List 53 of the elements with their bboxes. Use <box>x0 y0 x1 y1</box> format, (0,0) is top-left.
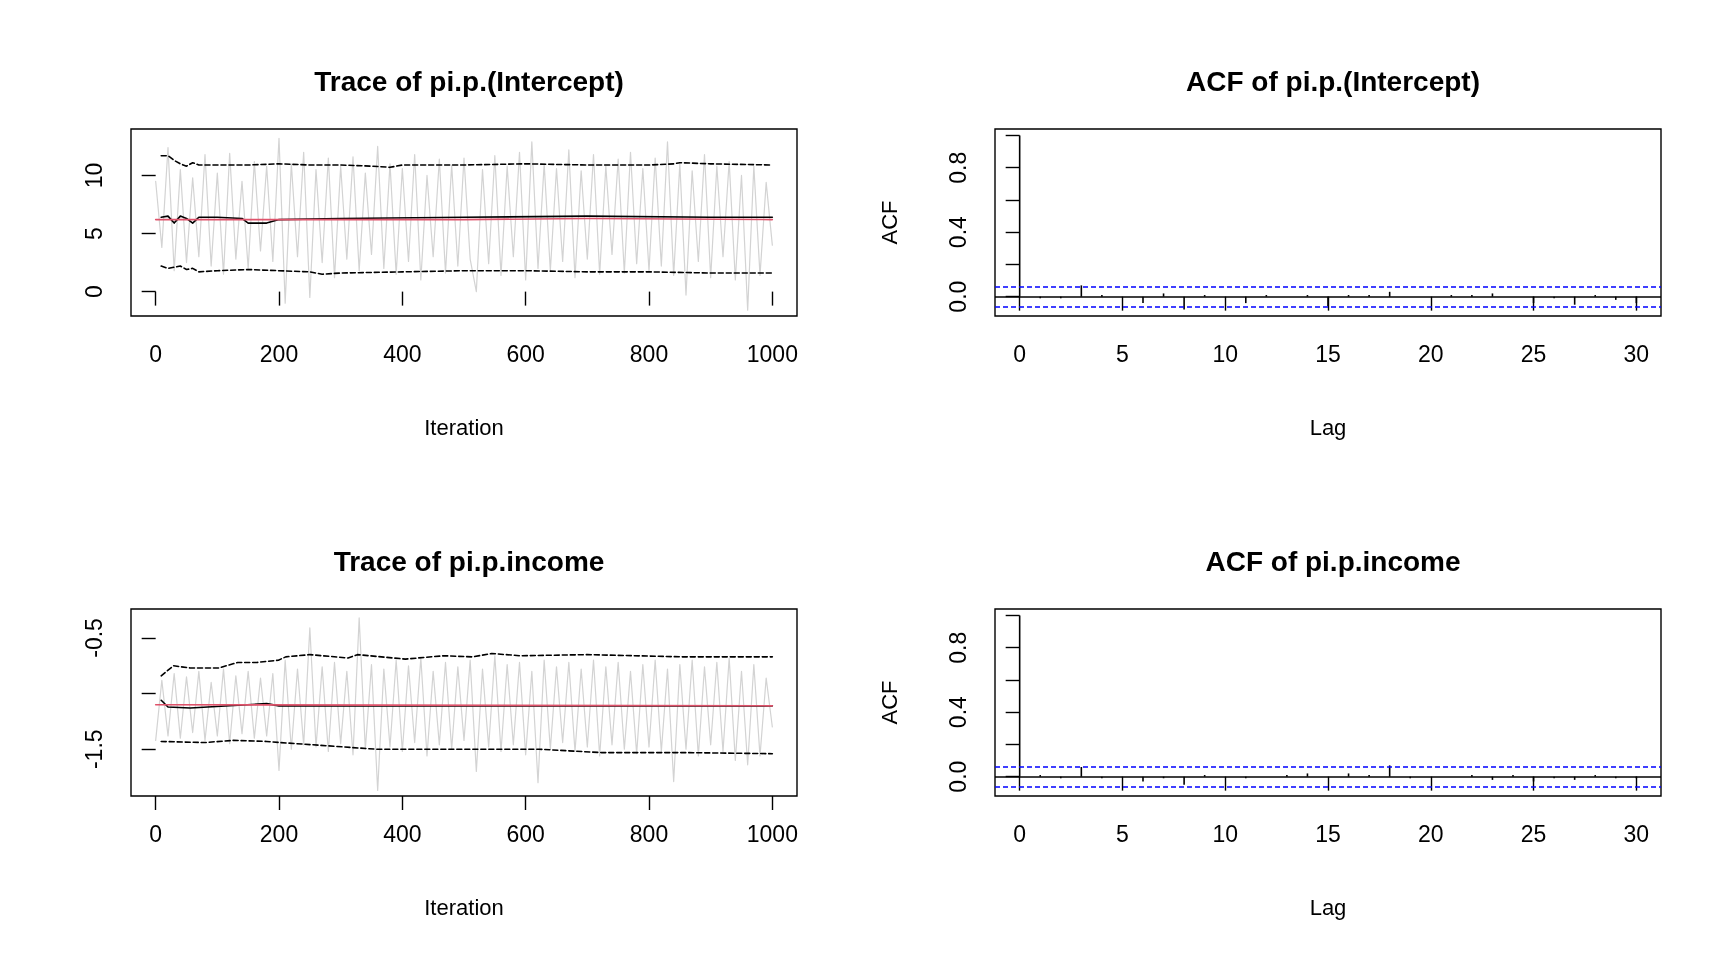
y-tick-label: 10 <box>80 162 107 189</box>
y-tick-label: 5 <box>80 227 107 240</box>
x-tick-label: 25 <box>1520 340 1547 367</box>
x-axis-title: Iteration <box>424 894 504 920</box>
y-tick-label: 0.4 <box>944 695 971 729</box>
y-tick-label: -1.5 <box>80 729 107 770</box>
x-tick-label: 10 <box>1212 340 1239 367</box>
line-series <box>160 652 774 677</box>
x-tick-label: 30 <box>1623 820 1650 847</box>
x-tick-label: 200 <box>259 340 299 367</box>
x-tick-label: 15 <box>1315 340 1341 367</box>
line-series <box>155 617 773 792</box>
x-axis-title: Iteration <box>424 414 504 440</box>
y-tick-label: 0 <box>80 285 107 299</box>
x-tick-label: 800 <box>629 820 669 847</box>
x-tick-label: 20 <box>1417 340 1444 367</box>
x-tick-label: 0 <box>149 820 163 847</box>
y-tick-label: 0.0 <box>944 760 971 793</box>
line-series <box>155 137 773 311</box>
line-series <box>160 265 774 275</box>
x-tick-label: 1000 <box>746 820 798 847</box>
y-tick-label: -0.5 <box>80 618 107 658</box>
y-tick-label: 0.8 <box>944 631 971 664</box>
line-series <box>160 215 774 224</box>
x-tick-label: 5 <box>1116 820 1129 847</box>
x-axis-title: Lag <box>1309 414 1347 440</box>
chart-title: ACF of pi.p.(Intercept) <box>1186 65 1480 97</box>
x-tick-label: 200 <box>259 820 299 847</box>
x-tick-label: 600 <box>506 820 545 847</box>
x-tick-label: 0 <box>1013 340 1027 367</box>
chart-title: Trace of pi.p.(Intercept) <box>314 65 624 97</box>
x-tick-label: 400 <box>383 820 422 847</box>
x-tick-label: 25 <box>1520 820 1547 847</box>
x-tick-label: 1000 <box>746 340 798 367</box>
x-tick-label: 0 <box>1013 820 1027 847</box>
chart-title: Trace of pi.p.income <box>333 545 605 577</box>
x-axis-title: Lag <box>1309 894 1347 920</box>
x-tick-label: 5 <box>1116 340 1129 367</box>
x-tick-label: 400 <box>383 340 422 367</box>
x-tick-label: 30 <box>1623 340 1650 367</box>
y-axis-title: ACF <box>876 680 902 725</box>
line-series <box>160 739 774 755</box>
y-tick-label: 0.8 <box>944 151 971 184</box>
y-axis-title: ACF <box>876 200 902 245</box>
x-tick-label: 800 <box>629 340 669 367</box>
x-tick-label: 20 <box>1417 820 1444 847</box>
x-tick-label: 15 <box>1315 820 1341 847</box>
x-tick-label: 10 <box>1212 820 1239 847</box>
y-tick-label: 0.4 <box>944 215 971 249</box>
x-tick-label: 600 <box>506 340 545 367</box>
x-tick-label: 0 <box>149 340 163 367</box>
y-tick-label: 0.0 <box>944 280 971 313</box>
chart-title: ACF of pi.p.income <box>1205 545 1461 577</box>
